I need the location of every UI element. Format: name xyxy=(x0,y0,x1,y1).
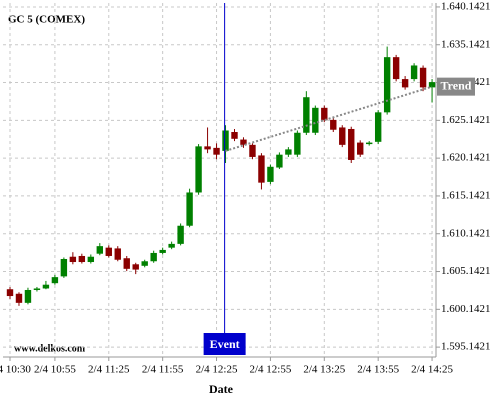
candle-body xyxy=(51,277,59,284)
trend-label-box xyxy=(437,77,475,96)
candle-body xyxy=(33,288,41,290)
candle-body xyxy=(294,132,301,155)
candle-body xyxy=(231,131,238,139)
candle-body xyxy=(222,130,229,151)
x-tick-label: 2/4 12:25 xyxy=(196,364,238,376)
candle-body xyxy=(330,119,337,130)
y-tick-label: 1.595.1421 xyxy=(441,341,491,353)
candle-body xyxy=(123,258,130,269)
candle-body xyxy=(267,166,274,182)
y-tick-label: 1.605.1421 xyxy=(441,265,491,277)
y-tick-label: 1.640.1421 xyxy=(441,0,491,12)
candle-body xyxy=(303,97,310,133)
event-label-box xyxy=(203,333,246,355)
candle-body xyxy=(159,249,166,253)
candle-body xyxy=(42,284,50,289)
y-tick-label: 1.615.1421 xyxy=(441,189,491,201)
y-tick-label: 1.620.1421 xyxy=(441,152,491,164)
candle-body xyxy=(186,192,193,226)
candle-body xyxy=(24,289,32,303)
x-tick-label: 2/4 10:55 xyxy=(34,364,76,376)
candle-body xyxy=(249,144,256,157)
candle-body xyxy=(258,155,265,183)
y-tick-label: 1.635.1421 xyxy=(441,38,491,50)
candle-body xyxy=(96,246,103,254)
x-tick-label: 2/4 14:25 xyxy=(411,364,453,376)
candle-body xyxy=(204,146,211,150)
candle-body xyxy=(392,57,400,80)
candle-body xyxy=(87,256,95,263)
x-tick-label: 2/4 13:25 xyxy=(303,364,345,376)
y-tick-label: 1.625.1421 xyxy=(441,114,491,126)
y-tick-label: 1.600.1421 xyxy=(441,303,491,315)
candle-body xyxy=(312,107,319,133)
candle-body xyxy=(276,154,283,168)
candle-body xyxy=(132,264,139,270)
candle-body xyxy=(366,142,373,145)
candle-body xyxy=(168,243,175,248)
candle-body xyxy=(419,67,427,88)
candle-body xyxy=(69,256,77,263)
candle-body xyxy=(141,261,148,266)
x-tick-label: 2/4 11:25 xyxy=(88,364,130,376)
x-tick-label: 2/4 11:55 xyxy=(142,364,184,376)
watermark: www.delkos.com xyxy=(14,343,86,354)
candle-body xyxy=(383,57,391,113)
candle-body xyxy=(410,65,418,80)
candle-body xyxy=(374,112,382,142)
candle-body xyxy=(348,128,355,160)
y-tick-label: 1.610.1421 xyxy=(441,227,491,239)
candle-body xyxy=(177,225,184,244)
candle-body xyxy=(240,139,247,145)
candle-body xyxy=(213,147,220,155)
candle-body xyxy=(428,82,436,88)
x-tick-label: 2/4 13:55 xyxy=(357,364,399,376)
x-tick-label: 2/4 10:30 xyxy=(0,364,31,376)
candle-body xyxy=(15,293,23,303)
candle-body xyxy=(401,79,409,88)
candle-body xyxy=(105,247,112,256)
trend-line xyxy=(225,85,433,152)
candle-body xyxy=(150,252,157,262)
candle-body xyxy=(78,255,86,263)
x-axis-title: Date xyxy=(209,382,234,396)
event-label: Event xyxy=(210,337,240,351)
trend-label: Trend xyxy=(441,78,472,92)
x-tick-label: 2/4 12:55 xyxy=(249,364,291,376)
candle-body xyxy=(357,142,364,155)
candle-body xyxy=(60,258,68,277)
candle-body xyxy=(321,107,328,120)
candle-body xyxy=(339,127,346,145)
candle-body xyxy=(114,248,121,260)
candle-body xyxy=(285,149,292,155)
candle-body xyxy=(6,289,14,297)
candle-body xyxy=(195,146,202,193)
chart-title: GC 5 (COMEX) xyxy=(8,14,85,26)
